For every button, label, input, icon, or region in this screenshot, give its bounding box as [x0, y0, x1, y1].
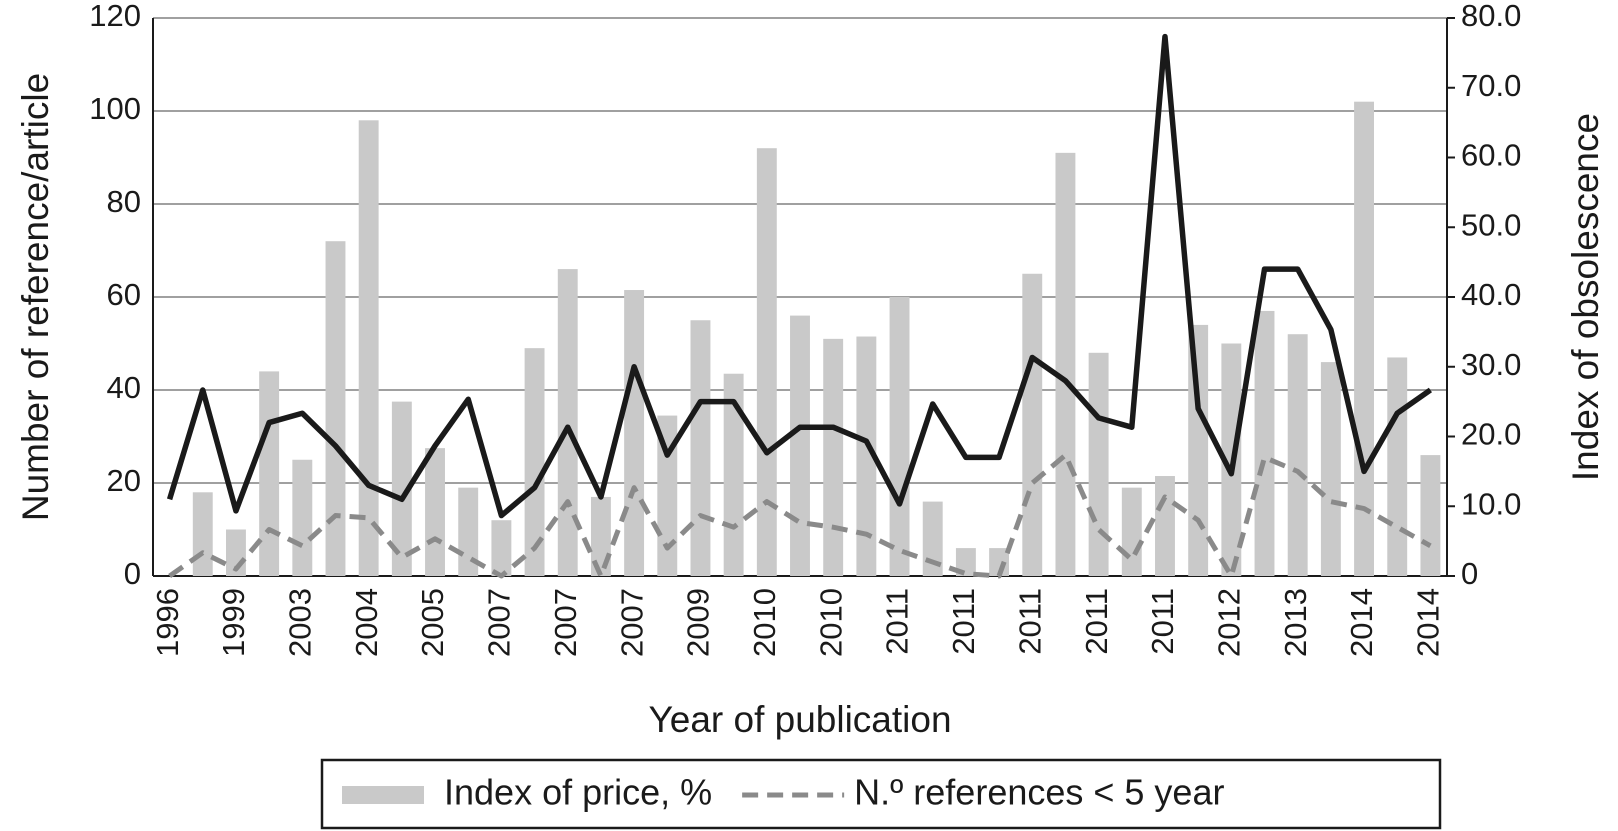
bar: [823, 338, 844, 576]
bar: [557, 269, 578, 576]
x-tick-label: 2011: [880, 588, 915, 655]
y2-tick-label: 10.0: [1461, 486, 1521, 521]
x-axis-title: Year of publication: [648, 699, 951, 740]
y-tick-label: 0: [124, 556, 141, 591]
y-tick-label: 120: [89, 0, 141, 33]
bar: [1188, 324, 1209, 576]
bar: [325, 241, 346, 576]
x-tick-label: 2011: [946, 588, 981, 655]
bar: [922, 501, 943, 576]
bar: [1420, 455, 1441, 576]
x-tick-label: 2012: [1212, 588, 1247, 657]
bar: [1088, 352, 1109, 576]
legend-label: N.º references < 5 year: [854, 772, 1224, 813]
legend-label: Index of price, %: [444, 772, 712, 813]
x-tick-label: 2011: [1145, 588, 1180, 655]
bar: [425, 448, 445, 576]
legend-swatch: [342, 786, 424, 804]
x-tick-label: 2007: [614, 588, 649, 657]
bar: [1254, 310, 1275, 576]
bar: [657, 415, 678, 576]
line: [166, 33, 1432, 519]
bar: [491, 520, 512, 576]
x-tick-label: 2010: [747, 588, 782, 657]
bar: [1287, 334, 1308, 576]
x-tick-label: 2007: [548, 588, 583, 657]
bar: [624, 290, 645, 576]
x-tick-label: 2004: [349, 588, 384, 657]
x-tick-label: 2010: [813, 588, 848, 657]
bar: [1320, 362, 1341, 576]
bar: [1022, 273, 1043, 576]
bar: [955, 548, 976, 576]
x-tick-label: 2009: [681, 588, 716, 657]
x-tick-label: 2014: [1411, 588, 1446, 657]
bar: [358, 120, 379, 577]
bar: [790, 315, 810, 576]
y2-tick-label: 0: [1461, 556, 1478, 591]
y-tick-label: 100: [89, 91, 141, 126]
bar: [391, 401, 412, 576]
y-tick-label: 60: [107, 277, 141, 312]
bar: [292, 459, 313, 576]
y-tick-label: 80: [107, 184, 141, 219]
bar: [1155, 476, 1175, 576]
bar: [259, 371, 280, 576]
y2-tick-label: 60.0: [1461, 138, 1521, 173]
x-tick-label: 2011: [1079, 588, 1114, 655]
y2-tick-label: 50.0: [1461, 207, 1521, 242]
bar: [524, 348, 545, 576]
bar: [1387, 357, 1408, 576]
x-tick-label: 1999: [216, 588, 251, 657]
x-tick-label: 1996: [150, 588, 185, 657]
x-tick-label: 2014: [1344, 588, 1379, 657]
x-tick-label: 2011: [1012, 588, 1047, 655]
legend-box: [320, 758, 1442, 830]
y-tick-label: 20: [107, 463, 141, 498]
y2-axis-title: Index of obsolescence: [1565, 113, 1606, 481]
x-tick-label: 2003: [282, 588, 317, 657]
y2-tick-label: 70.0: [1461, 68, 1521, 103]
y2-tick-label: 80.0: [1461, 0, 1521, 33]
bar: [856, 336, 877, 576]
line: [168, 452, 1432, 579]
y2-tick-label: 40.0: [1461, 277, 1521, 312]
bar: [756, 148, 777, 576]
y-tick-label: 40: [107, 370, 141, 405]
x-tick-label: 2013: [1278, 588, 1313, 657]
y2-tick-label: 20.0: [1461, 417, 1521, 452]
bar: [192, 492, 213, 576]
y-axis-title: Number of reference/article: [15, 73, 56, 521]
x-tick-label: 2005: [415, 588, 450, 657]
x-tick-label: 2007: [482, 588, 517, 657]
bar: [1121, 487, 1142, 576]
y2-tick-label: 30.0: [1461, 347, 1521, 382]
bar: [690, 320, 711, 576]
bar: [1055, 152, 1076, 576]
bar: [889, 297, 910, 576]
